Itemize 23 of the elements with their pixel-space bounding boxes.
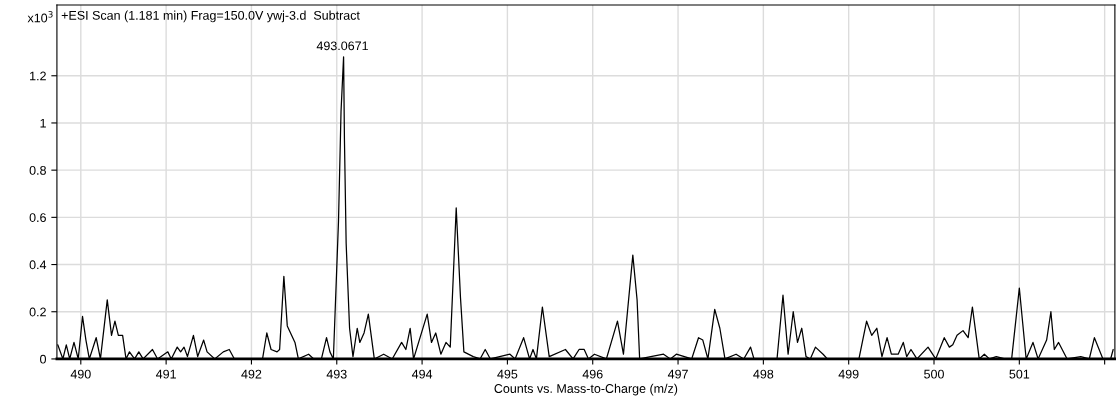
y-tick-label: 0.6: [29, 213, 46, 222]
y-axis-title: x10$^{3}$: [27, 10, 53, 23]
x-axis-title: Counts vs. Mass-to-Charge (m/z): [494, 383, 678, 396]
x-tick-label: 497: [667, 369, 688, 379]
x-tick-label: 500: [924, 369, 944, 379]
y-tick-label: 0.8: [29, 165, 46, 175]
x-tick-label: 501: [1009, 369, 1030, 379]
x-tick-label: 491: [155, 369, 176, 379]
y-tick-label: 0: [40, 354, 47, 364]
x-tick-label: 499: [838, 369, 859, 379]
y-tick-label: 0.2: [29, 307, 46, 317]
x-tick-label: 498: [753, 369, 774, 379]
x-tick-label: 492: [241, 369, 262, 379]
y-tick-label: 0.4: [29, 260, 47, 270]
x-tick-label: 496: [582, 369, 603, 379]
x-tick-label: 490: [70, 369, 91, 379]
x-tick-label: 495: [497, 369, 518, 379]
chart-title: +ESI Scan (1.181 min) Frag=150.0V ywj-3.d Subtract: [61, 10, 360, 23]
x-tick-label: 494: [411, 369, 433, 379]
y-tick-label: 1: [40, 118, 46, 128]
annotation: 493.0671: [316, 41, 368, 51]
x-tick-label: 493: [326, 369, 347, 379]
y-tick-label: 1.2: [30, 71, 46, 81]
